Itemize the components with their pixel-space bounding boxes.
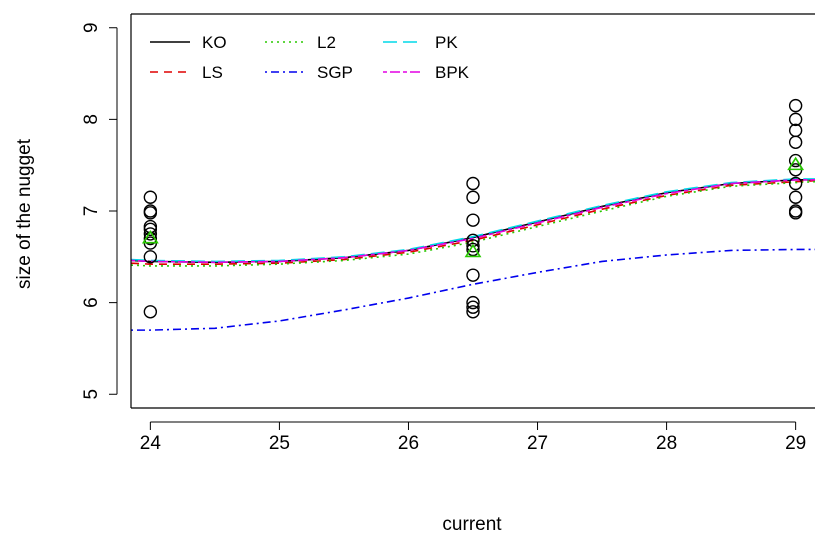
x-tick-label: 26 bbox=[398, 433, 419, 454]
legend-label-ko: KO bbox=[202, 33, 227, 52]
x-tick-label: 29 bbox=[785, 433, 806, 454]
x-axis-title: current bbox=[442, 514, 502, 535]
observation-point bbox=[143, 222, 158, 237]
mean-markers bbox=[141, 156, 805, 258]
observation-point bbox=[466, 295, 480, 310]
observation-point bbox=[466, 213, 480, 227]
observation-point bbox=[143, 305, 158, 319]
x-tick-label: 25 bbox=[269, 433, 290, 454]
series-line-l2 bbox=[131, 180, 815, 267]
observation-point bbox=[466, 242, 480, 257]
observation-point bbox=[466, 300, 480, 314]
mean-marker bbox=[787, 156, 805, 171]
x-tick-label: 27 bbox=[527, 433, 548, 454]
observation-point bbox=[788, 190, 803, 204]
observation-point bbox=[143, 250, 158, 264]
y-axis-title: size of the nugget bbox=[14, 138, 35, 289]
observation-point bbox=[788, 123, 803, 138]
observation-points bbox=[143, 98, 803, 319]
legend-label-bpk: BPK bbox=[435, 63, 470, 82]
observation-point bbox=[788, 135, 803, 149]
mean-marker bbox=[141, 229, 159, 244]
observation-point bbox=[466, 176, 480, 191]
legend-label-l2: L2 bbox=[317, 33, 336, 52]
y-tick-label: 7 bbox=[81, 206, 102, 217]
legend-label-sgp: SGP bbox=[317, 63, 353, 82]
observation-point bbox=[143, 190, 158, 204]
observation-point bbox=[788, 98, 803, 113]
x-tick-label: 28 bbox=[656, 433, 677, 454]
series-line-pk bbox=[131, 178, 815, 263]
series-line-ko bbox=[131, 179, 815, 264]
observation-point bbox=[788, 206, 803, 220]
observation-point bbox=[143, 206, 158, 220]
y-tick-label: 5 bbox=[81, 389, 102, 400]
legend-label-ls: LS bbox=[202, 63, 223, 82]
series-line-bpk bbox=[131, 179, 815, 264]
y-tick-label: 9 bbox=[81, 22, 102, 33]
y-tick-label: 8 bbox=[81, 114, 102, 125]
x-tick-label: 24 bbox=[140, 433, 162, 454]
y-tick-label: 6 bbox=[81, 297, 102, 308]
observation-point bbox=[143, 227, 158, 241]
observation-point bbox=[788, 112, 803, 127]
legend: KO LS L2 SGP PK BPK bbox=[150, 33, 470, 82]
legend-label-pk: PK bbox=[435, 33, 458, 52]
series-lines bbox=[131, 178, 815, 331]
axes: 24 25 26 27 28 29 5 6 7 8 9 bbox=[81, 13, 815, 454]
observation-point bbox=[466, 190, 480, 204]
series-line-sgp bbox=[131, 248, 815, 331]
observation-point bbox=[466, 305, 480, 319]
observation-point bbox=[466, 268, 480, 282]
observation-point bbox=[788, 153, 803, 168]
observation-point bbox=[788, 176, 803, 191]
mean-marker bbox=[464, 243, 482, 258]
observation-point bbox=[466, 239, 480, 253]
